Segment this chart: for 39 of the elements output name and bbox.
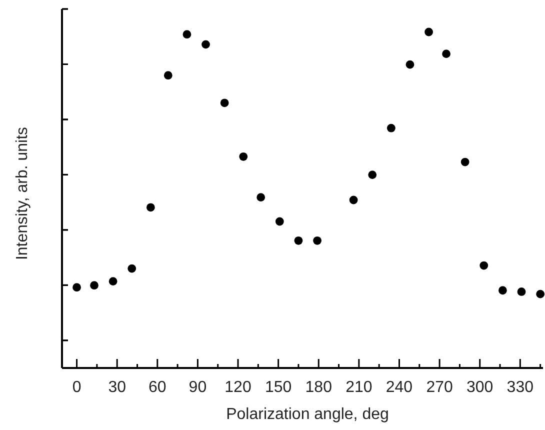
x-axis-title: Polarization angle, deg [226,406,389,423]
x-tick-label: 0 [72,379,82,396]
point [146,203,155,212]
point [517,288,526,296]
x-tick-label: 270 [426,379,453,396]
x-tick-label: 120 [224,379,252,396]
point [406,60,414,69]
x-tick-label: 330 [506,379,534,396]
point [164,71,172,80]
point [460,158,470,166]
point [182,30,192,39]
point [220,98,229,108]
x-tick-label: 150 [264,379,292,396]
point [349,196,358,204]
x-tick-label: 180 [305,379,332,396]
y-axis-title: Intensity, arb. units [14,126,31,260]
point [424,28,433,36]
point [108,277,118,286]
point [202,40,210,49]
point [128,264,136,273]
point [386,124,396,132]
point [536,290,545,298]
point [498,286,507,295]
x-tick-label: 60 [148,379,166,396]
x-tick-label: 30 [108,379,126,396]
point [90,281,98,290]
point [313,236,322,245]
x-tick-label: 90 [188,379,207,396]
point [256,193,266,202]
x-tick-label: 210 [346,379,372,396]
point [368,170,377,179]
point [480,261,488,270]
point [275,217,284,226]
x-tick-label: 240 [386,379,413,396]
x-tick-label: 300 [466,379,494,396]
point [239,152,248,161]
point [442,50,450,58]
point [72,283,81,292]
point [294,236,303,245]
